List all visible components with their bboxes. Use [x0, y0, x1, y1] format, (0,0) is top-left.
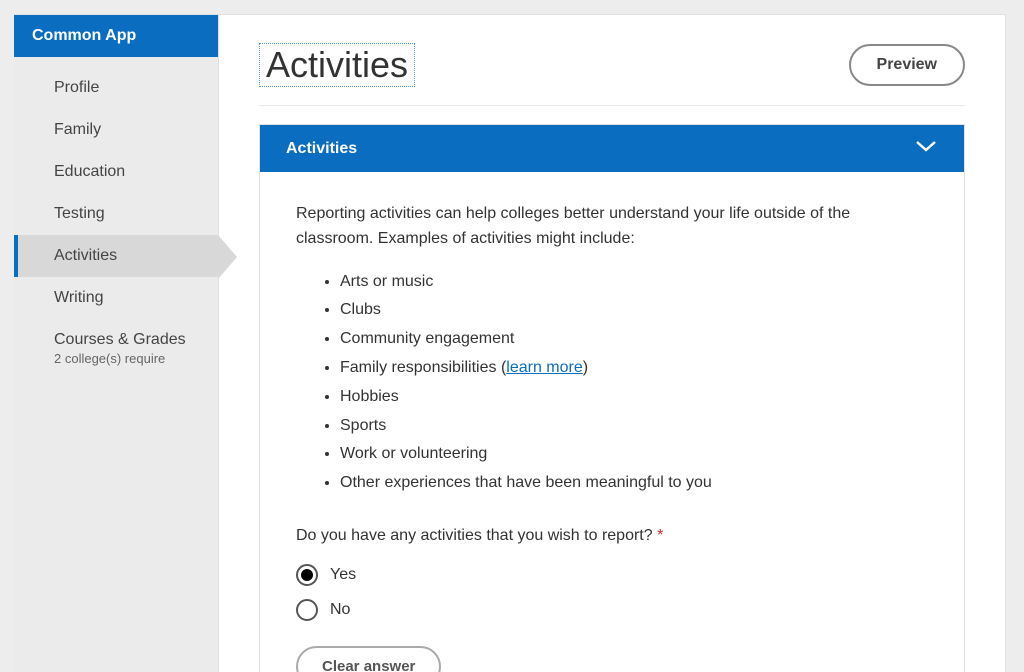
- section-title: Activities: [286, 140, 357, 158]
- example-item: Sports: [340, 414, 928, 439]
- example-item: Hobbies: [340, 385, 928, 410]
- radio-icon: [296, 564, 318, 586]
- sidebar-item-profile[interactable]: Profile: [14, 67, 218, 109]
- examples-list: Arts or music Clubs Community engagement Fa…: [296, 270, 928, 496]
- sidebar-item-label: Writing: [54, 289, 104, 306]
- activities-section: Activities Reporting activities can help…: [259, 124, 965, 672]
- sidebar-item-label: Activities: [54, 247, 117, 264]
- radio-label: No: [330, 598, 350, 623]
- example-item: Other experiences that have been meaning…: [340, 471, 928, 496]
- sidebar-item-courses-grades[interactable]: Courses & Grades 2 college(s) require: [14, 319, 218, 378]
- required-mark: *: [657, 527, 663, 544]
- sidebar: Common App Profile Family Education Testing…: [14, 15, 219, 672]
- section-header[interactable]: Activities: [260, 125, 964, 172]
- sidebar-item-education[interactable]: Education: [14, 151, 218, 193]
- sidebar-item-testing[interactable]: Testing: [14, 193, 218, 235]
- sidebar-item-label: Courses & Grades: [54, 331, 186, 348]
- section-intro: Reporting activities can help colleges b…: [296, 202, 856, 252]
- sidebar-item-family[interactable]: Family: [14, 109, 218, 151]
- clear-answer-button[interactable]: Clear answer: [296, 646, 441, 672]
- sidebar-item-label: Family: [54, 121, 101, 138]
- radio-option-yes[interactable]: Yes: [296, 563, 928, 588]
- sidebar-item-activities[interactable]: Activities: [14, 235, 218, 277]
- question-text: Do you have any activities that you wish…: [296, 524, 928, 549]
- radio-option-no[interactable]: No: [296, 598, 928, 623]
- chevron-down-icon: [914, 139, 938, 158]
- sidebar-item-label: Profile: [54, 79, 99, 96]
- page-title: Activities: [259, 43, 415, 87]
- example-item: Clubs: [340, 298, 928, 323]
- example-item: Work or volunteering: [340, 442, 928, 467]
- sidebar-item-label: Testing: [54, 205, 105, 222]
- learn-more-link[interactable]: learn more: [506, 359, 582, 376]
- section-body: Reporting activities can help colleges b…: [260, 172, 964, 672]
- example-item: Arts or music: [340, 270, 928, 295]
- radio-label: Yes: [330, 563, 356, 588]
- sidebar-item-label: Education: [54, 163, 125, 180]
- sidebar-items: Profile Family Education Testing Activities W…: [14, 57, 218, 378]
- page-head: Activities Preview: [259, 43, 965, 106]
- sidebar-item-writing[interactable]: Writing: [14, 277, 218, 319]
- radio-icon: [296, 599, 318, 621]
- main: Activities Preview Activities Reporting …: [219, 15, 1005, 672]
- example-item: Family responsibilities (learn more): [340, 356, 928, 381]
- radio-group: Yes No: [296, 563, 928, 623]
- sidebar-header: Common App: [14, 15, 218, 57]
- sidebar-item-sublabel: 2 college(s) require: [54, 351, 200, 366]
- example-item: Community engagement: [340, 327, 928, 352]
- preview-button[interactable]: Preview: [849, 44, 965, 86]
